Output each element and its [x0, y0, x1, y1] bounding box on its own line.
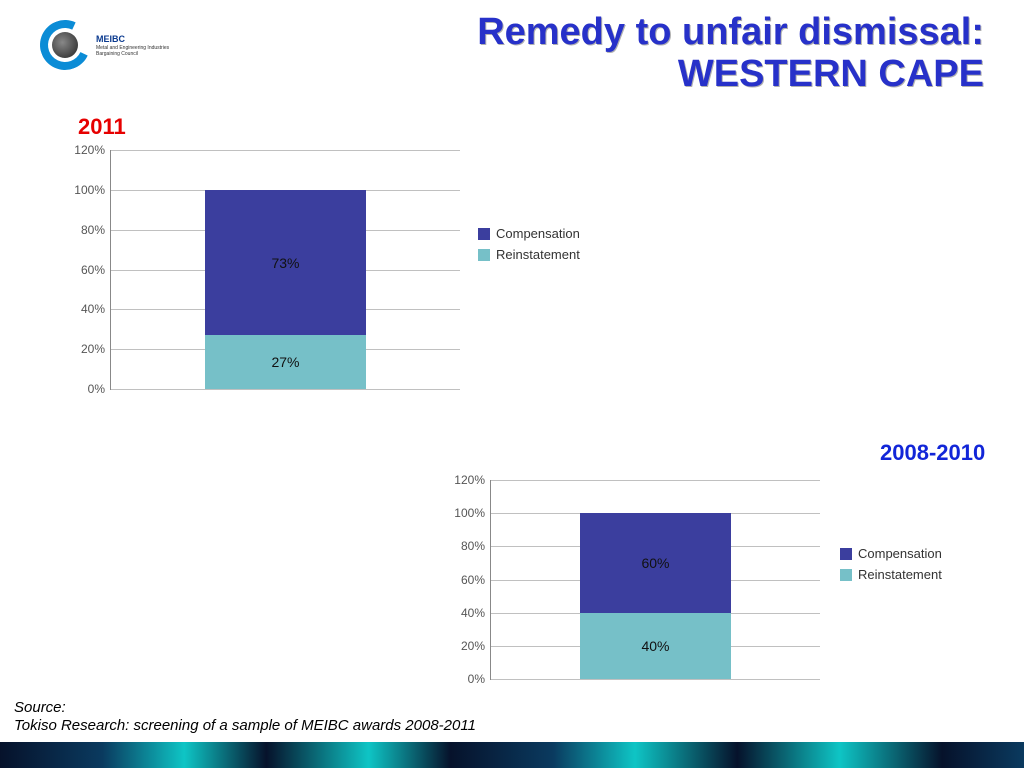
legend-label-reinstatement: Reinstatement [858, 567, 942, 582]
legend-item-reinstatement: Reinstatement [840, 567, 942, 582]
legend-2011: Compensation Reinstatement [478, 226, 580, 268]
gridline [491, 480, 820, 481]
y-tick-label: 80% [461, 539, 485, 553]
bar-stack: 40%60% [580, 513, 731, 679]
legend-2008-2010: Compensation Reinstatement [840, 546, 942, 588]
y-tick-label: 60% [461, 573, 485, 587]
gridline [111, 150, 460, 151]
bar-segment-compensation: 73% [205, 190, 366, 335]
chart-2008-2010: 0%20%40%60%80%100%120%40%60% Compensatio… [440, 480, 820, 700]
gridline [111, 389, 460, 390]
bar-segment-compensation: 60% [580, 513, 731, 613]
y-tick-label: 20% [81, 342, 105, 356]
source-text: Tokiso Research: screening of a sample o… [14, 717, 476, 736]
legend-item-reinstatement: Reinstatement [478, 247, 580, 262]
plot-area-2008-2010: 0%20%40%60%80%100%120%40%60% [490, 480, 820, 680]
legend-item-compensation: Compensation [840, 546, 942, 561]
plot-area-2011: 0%20%40%60%80%100%120%27%73% [110, 150, 460, 390]
swatch-compensation [478, 228, 490, 240]
swatch-reinstatement [478, 249, 490, 261]
swatch-compensation [840, 548, 852, 560]
logo-subtitle: Metal and Engineering Industries Bargain… [96, 46, 180, 57]
footer-strip [0, 742, 1024, 768]
source-label: Source: [14, 699, 476, 718]
y-tick-label: 0% [468, 672, 485, 686]
title-line-2: WESTERN CAPE [477, 54, 984, 96]
y-tick-label: 100% [74, 183, 105, 197]
y-tick-label: 100% [454, 506, 485, 520]
slide-title: Remedy to unfair dismissal: WESTERN CAPE [477, 12, 984, 96]
chart-2011: 0%20%40%60%80%100%120%27%73% Compensatio… [60, 150, 460, 410]
chart-label-2011: 2011 [78, 114, 126, 140]
y-tick-label: 120% [74, 143, 105, 157]
bar-segment-reinstatement: 27% [205, 335, 366, 389]
y-tick-label: 40% [461, 606, 485, 620]
title-line-1: Remedy to unfair dismissal: [477, 12, 984, 54]
y-tick-label: 80% [81, 223, 105, 237]
meibc-logo: MEIBC Metal and Engineering Industries B… [40, 20, 180, 70]
y-tick-label: 0% [88, 382, 105, 396]
bar-stack: 27%73% [205, 190, 366, 389]
y-tick-label: 20% [461, 639, 485, 653]
legend-item-compensation: Compensation [478, 226, 580, 241]
logo-acronym: MEIBC [96, 34, 125, 44]
y-tick-label: 120% [454, 473, 485, 487]
chart-label-2008-2010: 2008-2010 [880, 440, 985, 466]
swatch-reinstatement [840, 569, 852, 581]
y-tick-label: 40% [81, 302, 105, 316]
legend-label-compensation: Compensation [496, 226, 580, 241]
bar-segment-reinstatement: 40% [580, 613, 731, 679]
source-citation: Source: Tokiso Research: screening of a … [14, 699, 476, 737]
y-tick-label: 60% [81, 263, 105, 277]
logo-globe [52, 32, 78, 58]
legend-label-compensation: Compensation [858, 546, 942, 561]
legend-label-reinstatement: Reinstatement [496, 247, 580, 262]
gridline [491, 679, 820, 680]
